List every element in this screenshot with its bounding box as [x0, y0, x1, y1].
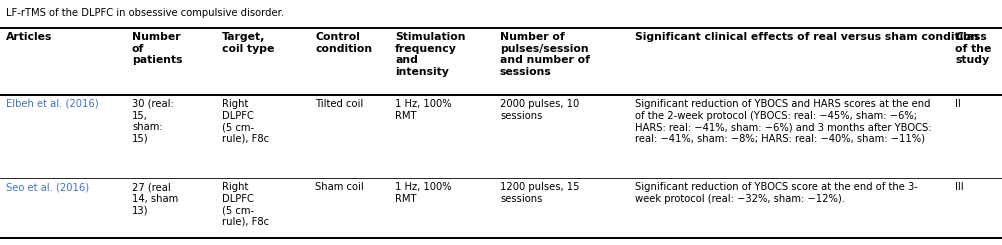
Text: 2000 pulses, 10
sessions: 2000 pulses, 10 sessions: [500, 99, 579, 121]
Text: Right
DLPFC
(5 cm-
rule), F8c: Right DLPFC (5 cm- rule), F8c: [221, 182, 269, 227]
Text: Seo et al. (2016): Seo et al. (2016): [6, 182, 89, 192]
Text: Sham coil: Sham coil: [315, 182, 364, 192]
Text: Number
of
patients: Number of patients: [132, 32, 182, 65]
Text: 1200 pulses, 15
sessions: 1200 pulses, 15 sessions: [500, 182, 579, 204]
Text: Significant reduction of YBOCS score at the end of the 3-
week protocol (real: −: Significant reduction of YBOCS score at …: [634, 182, 917, 204]
Text: II: II: [954, 99, 960, 109]
Text: Significant clinical effects of real versus sham condition: Significant clinical effects of real ver…: [634, 32, 978, 42]
Text: 30 (real:
15,
sham:
15): 30 (real: 15, sham: 15): [132, 99, 173, 144]
Text: Right
DLPFC
(5 cm-
rule), F8c: Right DLPFC (5 cm- rule), F8c: [221, 99, 269, 144]
Text: Tilted coil: Tilted coil: [315, 99, 363, 109]
Text: Elbeh et al. (2016): Elbeh et al. (2016): [6, 99, 98, 109]
Text: Articles: Articles: [6, 32, 52, 42]
Text: Control
condition: Control condition: [315, 32, 372, 54]
Text: 1 Hz, 100%
RMT: 1 Hz, 100% RMT: [395, 99, 451, 121]
Text: 27 (real
14, sham
13): 27 (real 14, sham 13): [132, 182, 178, 215]
Text: Stimulation
frequency
and
intensity: Stimulation frequency and intensity: [395, 32, 465, 77]
Text: Target,
coil type: Target, coil type: [221, 32, 275, 54]
Text: LF-rTMS of the DLPFC in obsessive compulsive disorder.: LF-rTMS of the DLPFC in obsessive compul…: [6, 8, 284, 18]
Text: Number of
pulses/session
and number of
sessions: Number of pulses/session and number of s…: [500, 32, 589, 77]
Text: Class
of the
study: Class of the study: [954, 32, 990, 65]
Text: Significant reduction of YBOCS and HARS scores at the end
of the 2-week protocol: Significant reduction of YBOCS and HARS …: [634, 99, 931, 144]
Text: III: III: [954, 182, 963, 192]
Text: 1 Hz, 100%
RMT: 1 Hz, 100% RMT: [395, 182, 451, 204]
